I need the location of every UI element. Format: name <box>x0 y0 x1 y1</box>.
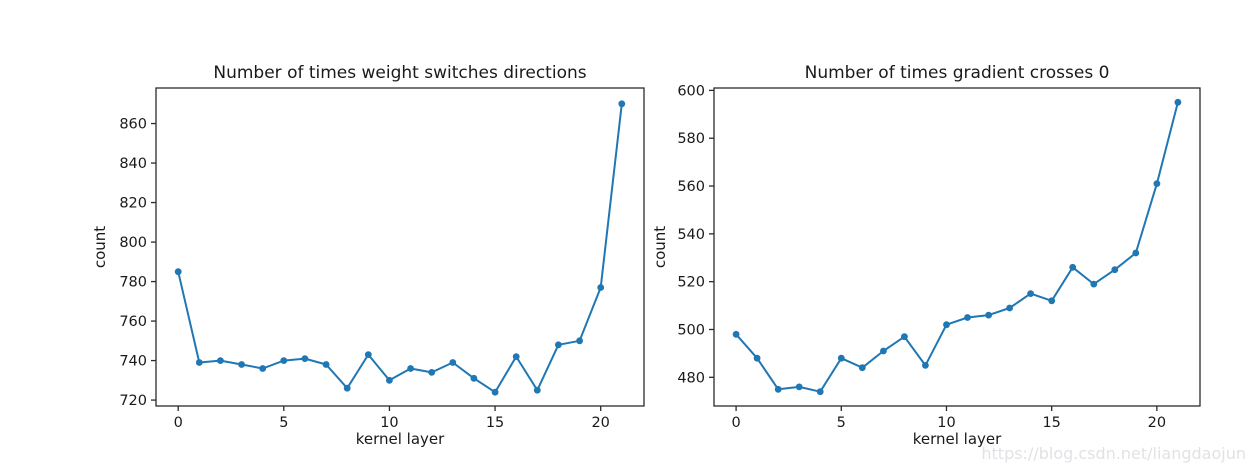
watermark-url: https://blog.csdn.net/liangdaojun <box>981 444 1246 463</box>
data-point <box>407 365 414 372</box>
x-tick-label: 15 <box>486 415 504 431</box>
data-point <box>880 347 887 355</box>
data-point <box>428 369 436 376</box>
data-point <box>795 383 803 391</box>
x-tick-label: 20 <box>591 415 609 431</box>
y-tick-label: 860 <box>119 117 147 133</box>
data-point <box>576 337 583 345</box>
left-chart-title: Number of times weight switches directio… <box>213 63 587 83</box>
data-point <box>1111 266 1119 274</box>
data-point <box>901 333 908 341</box>
right-chart-spines <box>713 87 1201 407</box>
data-point <box>1153 180 1161 188</box>
left-chart-y-ticks: 720 740 760 780 800 820 840 860 <box>119 117 156 409</box>
data-point <box>364 351 372 358</box>
right-chart-markers <box>732 98 1182 396</box>
left-chart-yaxis-label: count <box>91 225 109 269</box>
y-tick-label: 480 <box>677 370 705 386</box>
data-point <box>964 314 971 321</box>
data-point <box>1048 297 1056 305</box>
right-chart-plot-area: 0 5 10 15 20 480 500 520 540 560 580 600 <box>677 83 1201 431</box>
x-tick-label: 10 <box>937 415 955 431</box>
y-tick-label: 600 <box>677 83 705 99</box>
data-point <box>533 386 541 394</box>
right-chart-y-ticks: 480 500 520 540 560 580 600 <box>677 83 714 386</box>
x-tick-label: 5 <box>279 415 288 431</box>
x-tick-label: 10 <box>380 415 398 431</box>
y-tick-label: 820 <box>119 196 147 212</box>
y-tick-label: 800 <box>119 235 147 251</box>
data-point <box>1006 304 1013 312</box>
data-point <box>386 376 393 384</box>
right-chart-x-ticks: 0 5 10 15 20 <box>731 406 1166 431</box>
data-point <box>195 359 203 366</box>
data-point <box>732 330 740 338</box>
data-point <box>470 374 478 382</box>
y-tick-label: 540 <box>677 227 705 243</box>
y-tick-label: 720 <box>119 393 147 409</box>
y-tick-label: 760 <box>119 314 147 330</box>
data-point <box>174 268 182 276</box>
y-tick-label: 840 <box>119 156 147 172</box>
left-chart-spines <box>155 87 645 407</box>
data-point <box>1174 98 1182 106</box>
right-chart-xaxis-label: kernel layer <box>912 430 1002 448</box>
left-chart-x-ticks: 0 5 10 15 20 <box>174 406 610 431</box>
data-point <box>259 365 267 372</box>
data-point <box>943 321 950 329</box>
data-point <box>837 354 845 362</box>
x-tick-label: 20 <box>1148 415 1166 431</box>
y-tick-label: 520 <box>677 275 705 291</box>
x-tick-label: 15 <box>1042 415 1060 431</box>
data-point <box>597 284 605 291</box>
x-tick-label: 0 <box>174 415 183 431</box>
data-point <box>449 359 457 366</box>
data-point <box>238 361 246 368</box>
data-point <box>1090 280 1098 288</box>
data-point <box>1027 290 1034 297</box>
data-point <box>922 362 929 369</box>
data-point <box>1069 263 1077 271</box>
y-tick-label: 740 <box>119 354 147 370</box>
left-chart-plot-area: 0 5 10 15 20 720 740 760 780 800 820 840 860 <box>119 87 645 431</box>
data-point <box>343 384 351 392</box>
data-point <box>322 361 330 368</box>
data-point <box>985 311 992 319</box>
data-point <box>858 364 866 372</box>
x-tick-label: 0 <box>731 415 740 431</box>
y-tick-label: 560 <box>677 179 705 195</box>
data-point <box>816 388 824 396</box>
y-tick-label: 580 <box>677 131 705 147</box>
left-chart-markers <box>174 100 626 396</box>
y-tick-label: 500 <box>677 322 705 338</box>
right-chart-line-series <box>735 101 1179 393</box>
data-point <box>217 357 224 364</box>
data-point <box>774 385 782 393</box>
data-point <box>512 353 520 360</box>
y-tick-label: 780 <box>119 275 147 291</box>
data-point <box>1132 249 1140 257</box>
data-point <box>491 388 499 396</box>
data-point <box>753 354 761 362</box>
left-chart-xaxis-label: kernel layer <box>355 430 445 448</box>
data-point <box>555 341 562 349</box>
right-chart-title: Number of times gradient crosses 0 <box>804 63 1110 83</box>
x-tick-label: 5 <box>837 415 846 431</box>
data-point <box>280 357 288 364</box>
data-point <box>301 355 309 362</box>
data-point <box>618 100 626 108</box>
left-chart-line-series <box>177 102 623 394</box>
right-chart-yaxis-label: count <box>651 225 669 269</box>
